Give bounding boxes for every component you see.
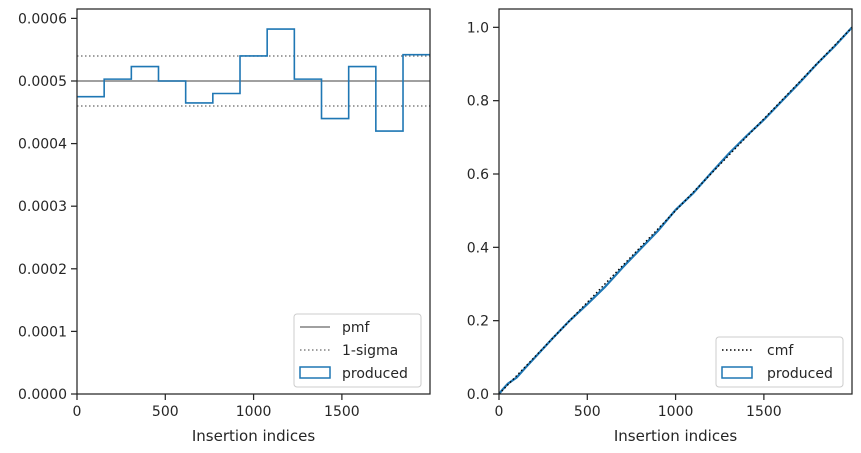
cmf-chart: 0 500 1000 1500 0.0 0.2 0.4 0.6 0.8 1.0 Insertio…	[467, 8, 853, 445]
pmf-legend-produced-label: produced	[342, 366, 408, 382]
cmf-y-tick-label: 0.0	[467, 387, 489, 403]
pmf-y-tick-label: 0.0002	[18, 262, 67, 278]
cmf-x-tick-label: 0	[495, 404, 504, 420]
pmf-y-tick-label: 0.0000	[18, 387, 67, 403]
pmf-legend: pmf 1-sigma produced	[293, 313, 422, 388]
pmf-x-axis: 0 500 1000 1500	[73, 394, 360, 420]
cmf-legend: cmf produced	[715, 336, 844, 388]
cmf-axes-frame	[498, 8, 853, 395]
cmf-x-tick-label: 1500	[746, 404, 782, 420]
pmf-x-tick-label: 1500	[324, 404, 360, 420]
pmf-y-tick-label: 0.0001	[18, 324, 67, 340]
pmf-x-tick-label: 500	[152, 404, 179, 420]
cmf-y-tick-label: 0.6	[467, 167, 489, 183]
cmf-y-tick-label: 0.2	[467, 314, 489, 330]
pmf-legend-box	[293, 313, 422, 388]
cmf-y-tick-label: 0.4	[467, 240, 489, 256]
cmf-legend-produced-swatch	[721, 366, 753, 379]
produced-histogram	[77, 28, 430, 132]
pmf-y-tick-label: 0.0003	[18, 199, 67, 215]
cmf-y-axis: 0.0 0.2 0.4 0.6 0.8 1.0	[467, 20, 499, 403]
pmf-y-axis: 0.0000 0.0001 0.0002 0.0003 0.0004 0.0005 0.00…	[18, 11, 77, 403]
cmf-x-tick-label: 500	[574, 404, 601, 420]
cmf-plot-area	[498, 26, 853, 395]
pmf-legend-pmf-label: pmf	[342, 320, 371, 336]
cmf-line	[498, 26, 853, 395]
cmf-x-axis: 0 500 1000 1500	[495, 394, 782, 420]
pmf-y-tick-label: 0.0005	[18, 74, 67, 90]
cmf-y-tick-label: 1.0	[467, 20, 489, 36]
pmf-chart: 0 500 1000 1500 0.00000.00010.00020.00030.0…	[18, 8, 431, 445]
pmf-x-tick-label: 1000	[236, 404, 272, 420]
pmf-x-axis-label: Insertion indices	[192, 427, 315, 445]
cmf-legend-box	[715, 336, 844, 388]
produced-cumulative-line	[498, 26, 853, 395]
cmf-x-tick-label: 1000	[658, 404, 694, 420]
cmf-x-axis-label: Insertion indices	[614, 427, 737, 445]
pmf-y-tick-label: 0.0006	[18, 11, 67, 27]
cmf-legend-produced-label: produced	[767, 366, 833, 382]
pmf-x-tick-label: 0	[73, 404, 82, 420]
pmf-legend-produced-swatch	[299, 366, 331, 379]
cmf-y-tick-label: 0.8	[467, 94, 489, 110]
pmf-y-tick-label: 0.0004	[18, 137, 67, 153]
cmf-legend-cmf-label: cmf	[767, 343, 794, 359]
pmf-plot-area	[77, 28, 430, 132]
pmf-axes-frame	[76, 8, 431, 395]
pmf-legend-sigma-label: 1-sigma	[342, 343, 398, 359]
